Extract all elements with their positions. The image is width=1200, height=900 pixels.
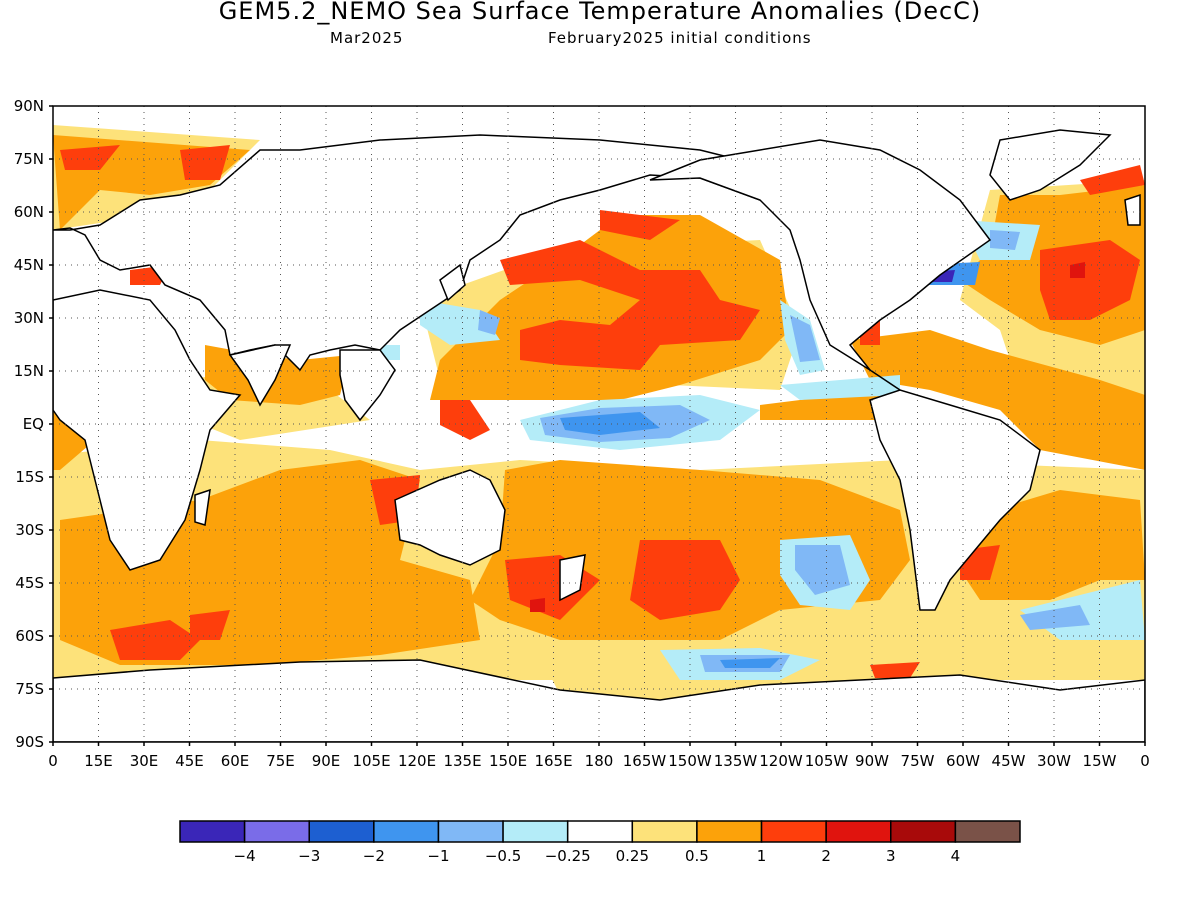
colorbar-swatch	[179, 820, 246, 843]
lon-label: 90E	[312, 752, 341, 770]
colorbar-swatch	[373, 820, 440, 843]
lon-label: 150E	[489, 752, 527, 770]
lon-label: 75W	[901, 752, 935, 770]
lat-label: EQ	[23, 415, 44, 433]
lon-label: 45W	[992, 752, 1026, 770]
lon-label: 60E	[221, 752, 250, 770]
lon-label: 135W	[714, 752, 758, 770]
lat-label: 90S	[15, 733, 44, 751]
anomaly-2-regions	[60, 145, 1145, 678]
lon-label: 0	[1140, 752, 1150, 770]
lon-label: 0	[48, 752, 58, 770]
colorbar-tick-label: −1	[427, 847, 449, 865]
colorbar-tick-label: −3	[298, 847, 320, 865]
graticule	[53, 106, 1145, 742]
lon-label: 105E	[352, 752, 390, 770]
colorbar-tick-label: 1	[757, 847, 767, 865]
lat-label: 60S	[15, 627, 44, 645]
colorbar: −4 −3 −2 −1 −0.5 −0.25 0.25 0.5 1 2 3 4	[179, 820, 1021, 865]
colorbar-tick-label: 3	[886, 847, 896, 865]
lon-label: 30E	[130, 752, 159, 770]
lat-label: 30S	[15, 521, 44, 539]
initial-conditions-label: February2025 initial conditions	[548, 29, 812, 47]
colorbar-tick-label: 0.5	[685, 847, 709, 865]
lon-label: 165E	[534, 752, 572, 770]
lon-label: 120E	[398, 752, 436, 770]
anomaly-field	[53, 125, 1145, 742]
colorbar-swatch	[890, 820, 957, 843]
colorbar-tick-label: −4	[234, 847, 256, 865]
colorbar-swatch	[954, 820, 1021, 843]
lat-label: 30N	[14, 309, 44, 327]
lat-label: 60N	[14, 203, 44, 221]
forecast-month: Mar2025	[330, 29, 404, 47]
longitude-axis: 0 15E 30E 45E 60E 75E 90E 105E 120E 135E 150E 165E 1…	[48, 742, 1150, 770]
lon-label: 90W	[855, 752, 889, 770]
lon-label: 135E	[443, 752, 481, 770]
colorbar-swatch	[696, 820, 763, 843]
anomaly-3-regions	[530, 262, 1085, 612]
colorbar-swatch	[631, 820, 698, 843]
colorbar-tick-label: 2	[821, 847, 831, 865]
colorbar-tick-label: 4	[951, 847, 961, 865]
lat-label: 45S	[15, 574, 44, 592]
colorbar-tick-label: −0.5	[485, 847, 521, 865]
lon-label: 15W	[1083, 752, 1117, 770]
lat-label: 75S	[15, 680, 44, 698]
colorbar-swatch	[437, 820, 504, 843]
lon-label: 165W	[623, 752, 667, 770]
colorbar-tick-label: −0.25	[545, 847, 591, 865]
map-title: GEM5.2_NEMO Sea Surface Temperature Anom…	[218, 0, 982, 25]
colorbar-swatch	[308, 820, 375, 843]
lon-label: 75E	[266, 752, 295, 770]
lon-label: 180	[585, 752, 614, 770]
lon-label: 105W	[805, 752, 849, 770]
colorbar-tick-label: −2	[363, 847, 385, 865]
lat-label: 75N	[14, 150, 44, 168]
colorbar-swatch	[825, 820, 892, 843]
lat-label: 15S	[15, 468, 44, 486]
latitude-axis: 90N 75N 60N 45N 30N 15N EQ 15S 30S 45S 60S 75S 90S	[14, 97, 53, 751]
colorbar-swatch	[566, 820, 634, 843]
lat-label: 45N	[14, 256, 44, 274]
lon-label: 15E	[84, 752, 113, 770]
lon-label: 30W	[1037, 752, 1071, 770]
lon-label: 120W	[759, 752, 803, 770]
colorbar-swatch	[760, 820, 827, 843]
colorbar-tick-label: 0.25	[616, 847, 649, 865]
lon-label: 60W	[946, 752, 980, 770]
lon-label: 150W	[668, 752, 712, 770]
colorbar-swatch	[243, 820, 310, 843]
colorbar-swatch	[502, 820, 569, 843]
continents	[53, 129, 1145, 742]
lat-label: 90N	[14, 97, 44, 115]
lat-label: 15N	[14, 362, 44, 380]
lon-label: 45E	[175, 752, 204, 770]
